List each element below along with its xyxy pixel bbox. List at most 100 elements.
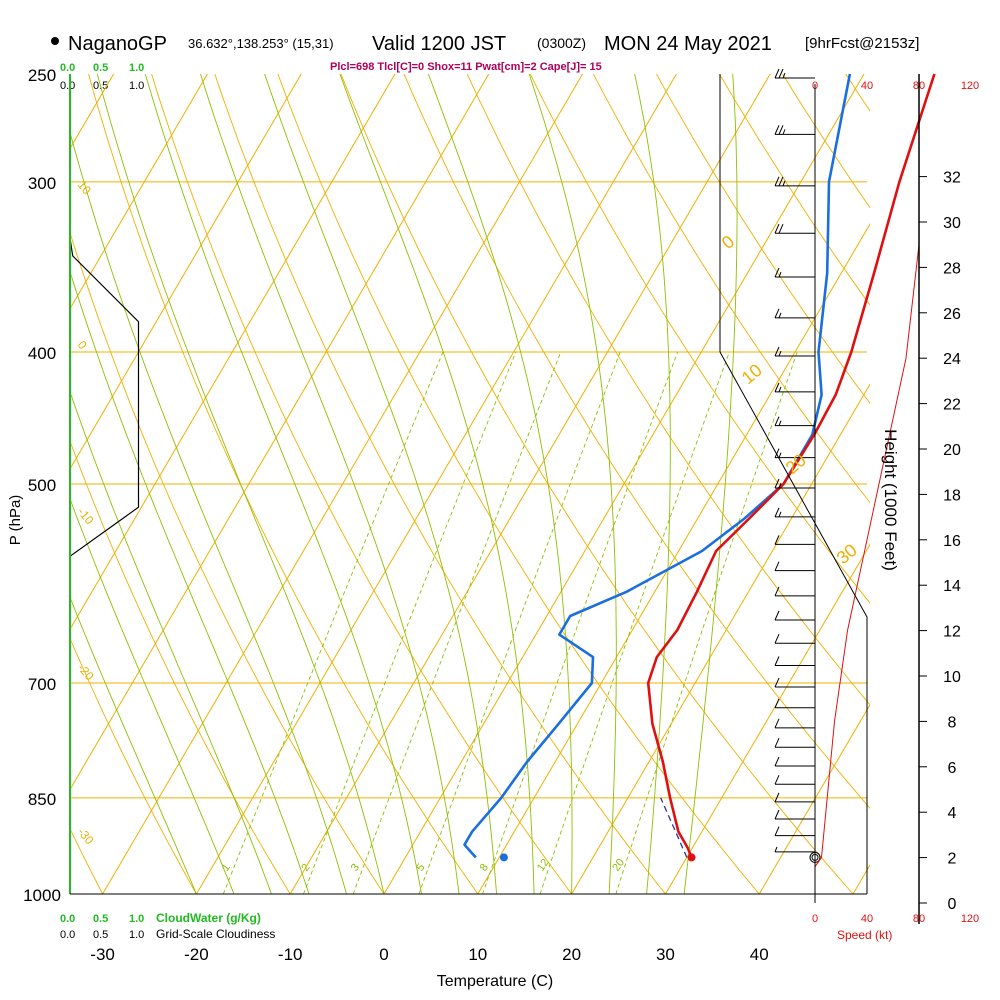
wind-barb-flag [774, 176, 780, 187]
wind-barb [774, 68, 815, 79]
y-axis-label: P (hPa) [7, 495, 24, 546]
wind-barb [774, 507, 815, 518]
height-tick-label: 24 [943, 351, 961, 368]
speed-tick-bottom: 0 [812, 913, 818, 925]
dry-adiabat-line [845, 74, 870, 112]
moist-adiabat-line [264, 74, 498, 895]
parcel-line [660, 797, 688, 858]
wind-barb-flag [774, 125, 780, 135]
wind-barb-flag [774, 448, 780, 458]
wind-barb-flag [774, 826, 780, 836]
station-coords: 36.632°,138.253° (15,31) [188, 36, 334, 51]
dry-adiabat-line [655, 74, 870, 405]
wind-barb-flag [774, 698, 780, 708]
height-tick-label: 8 [948, 714, 957, 731]
dry-adiabat-line [340, 74, 854, 895]
cloud-water-tick-bottom: 0.0 [60, 913, 75, 925]
station-name: NaganoGP [68, 33, 167, 55]
height-tick-label: 10 [943, 669, 961, 686]
wind-barb [774, 633, 815, 644]
valid-zulu: (0300Z) [537, 35, 586, 51]
forecast-info: [9hrFcst@2153z] [805, 35, 919, 52]
height-tick-label: 26 [943, 306, 961, 323]
wind-barb [774, 267, 815, 278]
height-tick-label: 28 [943, 260, 961, 277]
wind-barb-flag [774, 68, 780, 79]
cloud-water-label: CloudWater (g/Kg) [156, 911, 261, 925]
wind-barb-half-flag [778, 271, 782, 278]
cloud-cover-tick-top: 1.0 [129, 80, 144, 92]
height-tick-label: 20 [943, 442, 961, 459]
moist-adiabat-line [683, 74, 738, 895]
speed-tick-bottom: 40 [861, 913, 873, 925]
height-tick-label: 4 [948, 805, 957, 822]
isotherm-line [758, 703, 870, 895]
dry-adiabat-label: 10 [738, 360, 766, 388]
wind-barb-half-flag [778, 511, 782, 518]
isotherm-line [289, 74, 771, 895]
cloud-water-tick-top: 0.5 [93, 62, 108, 74]
dewpoint-line [463, 73, 852, 859]
height-axis-label: Height (1000 Feet) [881, 429, 900, 571]
cloud-cover-tick-bottom: 0.0 [60, 929, 75, 941]
dry-adiabat-label: 0 [718, 231, 739, 253]
cloud-cover-tick-bottom: 1.0 [129, 929, 144, 941]
height-tick-label: 14 [943, 578, 961, 595]
mixing-ratio-label: 12 [535, 857, 552, 874]
dry-adiabat-label: 20 [782, 450, 810, 478]
valid-date: MON 24 May 2021 [604, 33, 772, 55]
height-tick-label: 2 [948, 851, 957, 868]
mixing-ratio-label: 5 [414, 862, 427, 874]
dry-adiabat-line [529, 74, 870, 604]
moist-adiabat-label: -10 [75, 505, 97, 528]
wind-barb [774, 223, 815, 234]
wind-barb [774, 775, 815, 785]
cloud-cover-label: Grid-Scale Cloudiness [156, 927, 275, 941]
mixing-ratio-label: 3 [349, 862, 362, 874]
moist-adiabat-line [339, 74, 535, 895]
wind-barb-flag [774, 809, 780, 820]
temperature-tick-label: 10 [468, 945, 487, 964]
temperature-line [646, 73, 936, 858]
speed-axis-label: Speed (kt) [837, 928, 892, 942]
moist-adiabat-line [634, 74, 671, 895]
dry-adiabat-line [70, 231, 385, 895]
station-marker-icon [51, 37, 59, 45]
wind-barb-flag [774, 535, 780, 545]
wind-barb-flag [774, 416, 780, 426]
mixing-ratio-line [482, 351, 679, 895]
wind-barb-half-flag [778, 386, 782, 393]
wind-barb [774, 308, 815, 319]
cloud-cover-tick-bottom: 0.5 [93, 929, 108, 941]
speed-scale-bottom: 0 40 80 120 Speed (kt) [812, 913, 979, 942]
mixing-ratio-line [615, 351, 798, 895]
moist-adiabat-line [427, 74, 573, 895]
wind-barb [774, 125, 815, 135]
wind-barb-flag [778, 68, 784, 79]
temperature-tick-label: 40 [750, 945, 769, 964]
mixing-ratio-label: 1 [220, 862, 233, 874]
pressure-tick-label: 400 [28, 344, 56, 363]
wind-barb-flag [774, 633, 780, 644]
wind-barb-flag [774, 718, 780, 729]
x-axis-label: Temperature (C) [437, 973, 553, 990]
wind-barb-half-flag [778, 350, 782, 357]
wind-barb-flag [774, 382, 780, 393]
wind-barb-flag [774, 561, 780, 571]
wind-barb-half-flag [778, 312, 782, 319]
dry-adiabat-line [466, 74, 870, 706]
wind-barb-half-flag [782, 129, 786, 135]
height-tick-label: 18 [943, 487, 961, 504]
wind-barb [774, 610, 815, 621]
cloud-scale-bottom: 0.0 0.5 1.0 CloudWater (g/Kg) 0.0 0.5 1.… [60, 911, 275, 941]
dry-adiabat-line [70, 440, 291, 895]
isotherm-line [195, 74, 677, 895]
pressure-tick-label: 500 [28, 476, 56, 495]
cloud-water-tick-bottom: 1.0 [129, 913, 144, 925]
dry-adiabat-line [403, 74, 870, 809]
pressure-tick-label: 850 [28, 790, 56, 809]
mixing-ratio-line [418, 351, 621, 895]
wind-barb [774, 561, 815, 572]
